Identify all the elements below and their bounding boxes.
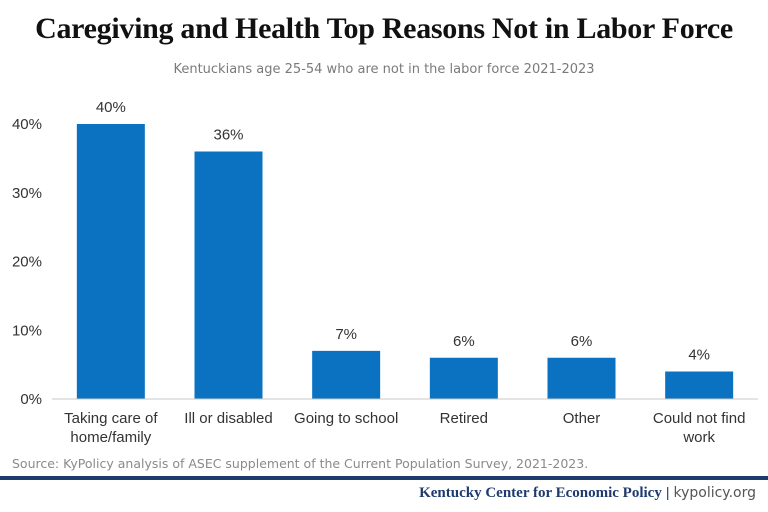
category-label: Going to school <box>294 410 398 427</box>
bar-value-label: 4% <box>688 347 710 364</box>
y-tick-label: 10% <box>12 322 42 339</box>
category-label: Retired <box>440 410 488 427</box>
bar-value-label: 7% <box>335 326 357 343</box>
chart-subtitle: Kentuckians age 25-54 who are not in the… <box>173 62 595 77</box>
footer: Kentucky Center for Economic Policy | kypo… <box>419 484 756 502</box>
category-labels: Taking care of home/family Ill or disabled… <box>64 410 745 446</box>
category-label: Taking care of home/family <box>64 410 158 446</box>
bar <box>194 151 263 399</box>
category-label: Other <box>563 410 601 427</box>
footer-org: Kentucky Center for Economic Policy <box>419 485 662 501</box>
bar-value-label: 6% <box>453 333 475 350</box>
y-axis-ticks: 0% 10% 20% 30% 40% <box>12 116 42 408</box>
bars <box>76 124 734 399</box>
bar <box>429 357 498 399</box>
bar-value-label: 36% <box>213 127 243 144</box>
data-labels: 40% 36% 7% 6% 6% 4% <box>96 99 710 364</box>
bar-value-label: 40% <box>96 99 126 116</box>
chart-title: Caregiving and Health Top Reasons Not in… <box>35 12 733 45</box>
y-tick-label: 20% <box>12 254 42 271</box>
bar <box>312 350 381 399</box>
footer-divider <box>0 476 768 480</box>
source-note: Source: KyPolicy analysis of ASEC supple… <box>12 456 589 471</box>
category-label: Could not find work <box>653 410 746 446</box>
bar <box>665 371 734 399</box>
y-tick-label: 0% <box>20 391 42 408</box>
bar <box>76 124 145 399</box>
bar-value-label: 6% <box>571 333 593 350</box>
category-label: Ill or disabled <box>184 410 272 427</box>
footer-separator: | <box>665 484 670 500</box>
bar <box>547 357 616 399</box>
footer-site[interactable]: kypolicy.org <box>673 485 756 501</box>
y-tick-label: 40% <box>12 116 42 133</box>
y-tick-label: 30% <box>12 185 42 202</box>
